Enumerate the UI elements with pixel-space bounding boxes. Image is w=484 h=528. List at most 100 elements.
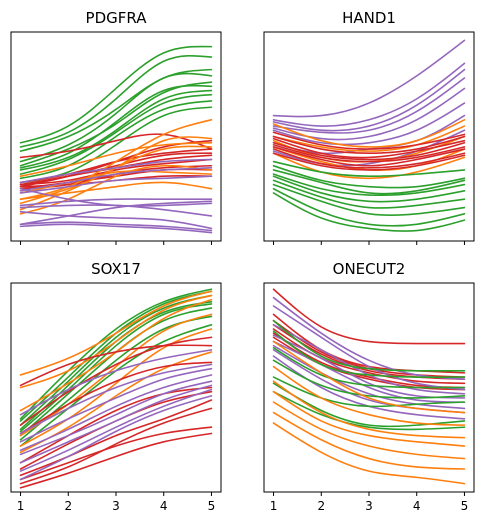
- panel-title: PDGFRA: [86, 9, 148, 27]
- series-line-red-16: [19, 336, 213, 426]
- series-line-purple-31: [19, 395, 213, 481]
- series-line-orange-23: [272, 340, 466, 414]
- series-line-purple-4: [272, 77, 466, 134]
- series-line-orange-29: [272, 422, 466, 485]
- series-line-green-6: [19, 84, 213, 169]
- series-line-red-18: [272, 144, 466, 163]
- panel-title: HAND1: [342, 9, 396, 27]
- series-group: [272, 288, 466, 485]
- series-line-orange-27: [272, 401, 466, 460]
- series-line-green-20: [272, 376, 466, 408]
- series-line-green-24: [272, 169, 466, 195]
- series-line-orange-9: [19, 290, 213, 376]
- series-line-purple-9: [272, 305, 466, 391]
- series-line-purple-28: [19, 380, 213, 456]
- series-line-purple-24: [19, 349, 213, 416]
- series-line-red-21: [272, 152, 466, 171]
- series-line-red-17: [272, 141, 466, 161]
- series-group: [19, 288, 213, 489]
- panel-onecut2: 1 2 3 4 5 ONECUT2: [263, 260, 475, 513]
- series-line-red-20: [272, 148, 466, 169]
- series-line-purple-13: [272, 344, 466, 410]
- series-line-green-30: [272, 192, 466, 232]
- series-line-red-15: [272, 135, 466, 155]
- series-line-orange-10: [272, 125, 466, 152]
- series-line-green-4: [19, 72, 213, 163]
- panel-title: ONECUT2: [333, 260, 406, 278]
- series-line-red-20: [19, 399, 213, 477]
- series-line-red-18: [19, 386, 213, 464]
- series-line-orange-24: [19, 164, 213, 215]
- series-line-green-3: [19, 294, 213, 426]
- series-line-purple-25: [19, 363, 213, 435]
- series-line-purple-29: [19, 175, 213, 194]
- series-line-red-17: [19, 361, 213, 435]
- series-line-red-15: [19, 344, 213, 387]
- series-line-orange-22: [19, 141, 213, 178]
- series-line-purple-32: [19, 204, 213, 217]
- series-line-green-7: [19, 89, 213, 171]
- series-line-purple-1: [272, 39, 466, 118]
- series-line-orange-26: [272, 390, 466, 447]
- series-line-green-29: [272, 187, 466, 227]
- series-line-green-2: [19, 54, 213, 148]
- series-line-orange-9: [272, 118, 466, 148]
- series-line-orange-24: [272, 365, 466, 426]
- series-line-purple-35: [19, 221, 213, 232]
- series-line-purple-28: [19, 167, 213, 192]
- series-line-red-19: [272, 146, 466, 167]
- series-line-purple-27: [19, 158, 213, 184]
- series-line-red-23: [19, 432, 213, 489]
- series-line-orange-25: [272, 380, 466, 439]
- series-line-green-28: [272, 183, 466, 217]
- series-group: [272, 39, 466, 232]
- series-line-green-17: [272, 330, 466, 378]
- x-tick-label: 3: [365, 499, 373, 513]
- x-tick-label: 1: [17, 499, 25, 513]
- panel-sox17: 1 2 3 4 5 SOX17: [10, 260, 222, 513]
- series-line-red-16: [272, 137, 466, 159]
- series-line-purple-6: [272, 102, 466, 146]
- series-line-orange-10: [19, 294, 213, 389]
- series-line-purple-3: [272, 68, 466, 132]
- panel-title: SOX17: [91, 260, 141, 278]
- series-line-orange-13: [272, 152, 466, 180]
- series-line-purple-27: [19, 374, 213, 451]
- series-line-green-8: [19, 93, 213, 175]
- x-tick-label: 1: [270, 499, 278, 513]
- series-line-green-9: [19, 100, 213, 180]
- series-line-orange-12: [19, 313, 213, 437]
- series-line-purple-30: [19, 198, 213, 207]
- series-line-green-1: [19, 288, 213, 420]
- series-line-green-27: [272, 179, 466, 209]
- series-line-green-22: [272, 160, 466, 178]
- panel-hand1: HAND1: [263, 9, 475, 245]
- x-tick-label: 4: [413, 499, 421, 513]
- series-line-green-3: [19, 68, 213, 152]
- series-line-green-23: [272, 164, 466, 189]
- series-line-purple-36: [19, 223, 213, 234]
- series-line-green-26: [272, 175, 466, 203]
- series-line-red-22: [19, 426, 213, 481]
- series-line-purple-30: [19, 388, 213, 472]
- series-line-orange-20: [19, 118, 213, 200]
- x-tick-label: 5: [461, 499, 469, 513]
- series-line-red-21: [19, 407, 213, 485]
- series-line-purple-34: [19, 210, 213, 230]
- series-group: [19, 45, 213, 234]
- series-line-orange-13: [19, 328, 213, 447]
- series-line-green-1: [19, 45, 213, 144]
- series-line-purple-2: [272, 62, 466, 127]
- x-tick-label: 2: [317, 499, 325, 513]
- series-line-red-14: [272, 131, 466, 150]
- series-line-green-19: [272, 359, 466, 399]
- panel-pdgfra: PDGFRA: [10, 9, 222, 245]
- series-line-purple-26: [19, 367, 213, 443]
- series-line-orange-26: [19, 181, 213, 200]
- x-tick-label: 5: [208, 499, 216, 513]
- series-line-orange-28: [272, 411, 466, 470]
- series-line-purple-33: [19, 200, 213, 226]
- series-line-red-16: [19, 158, 213, 186]
- x-tick-label: 3: [112, 499, 120, 513]
- x-tick-label: 4: [160, 499, 168, 513]
